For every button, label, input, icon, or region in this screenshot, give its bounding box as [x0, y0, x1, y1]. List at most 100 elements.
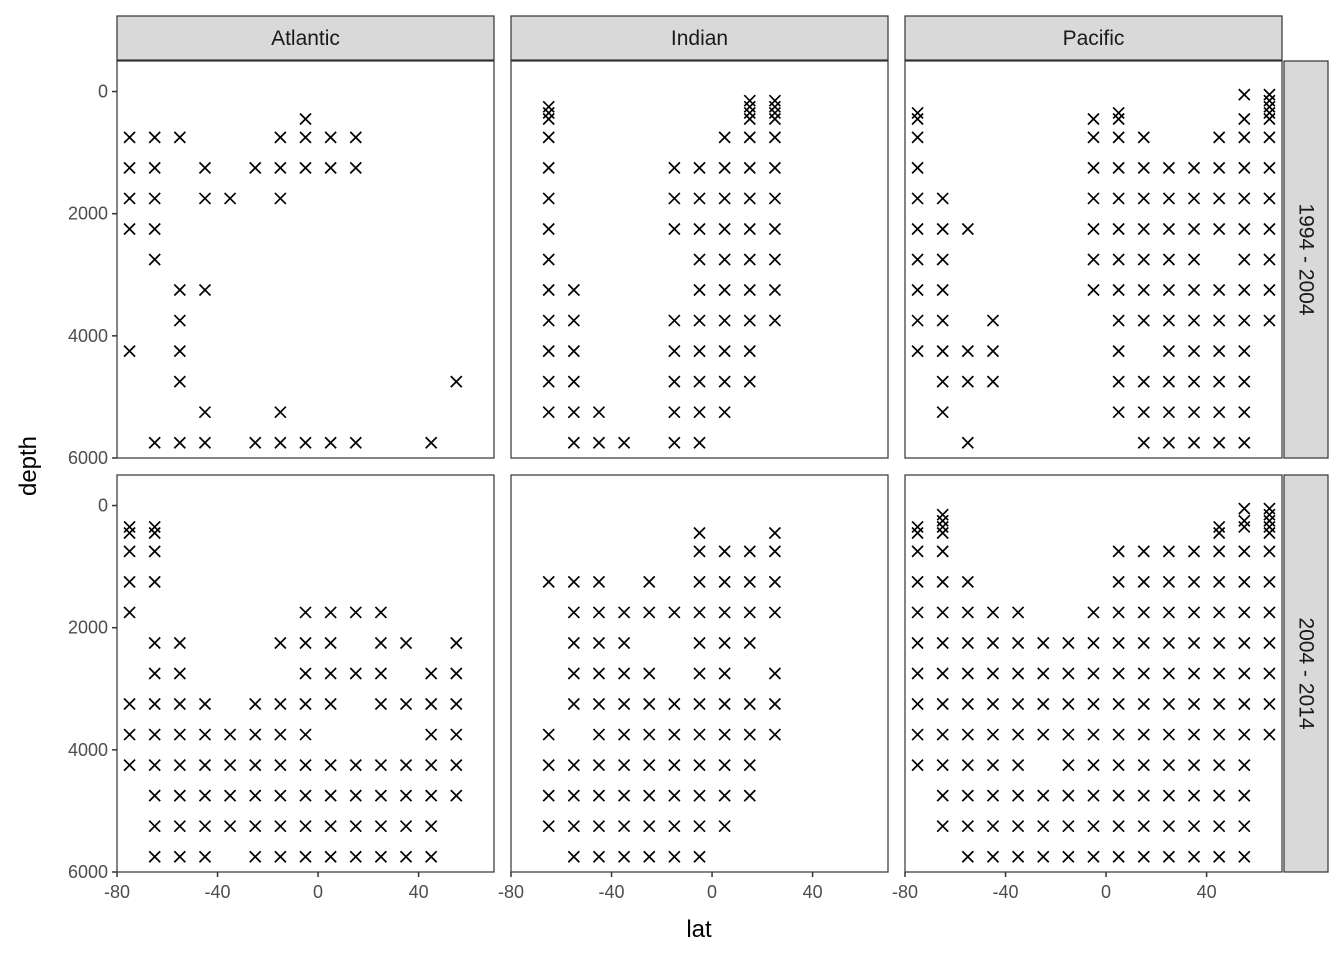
data-point — [425, 697, 438, 711]
data-point — [1238, 192, 1251, 205]
data-point — [986, 759, 1000, 772]
data-point — [274, 759, 287, 772]
data-point — [1162, 697, 1176, 711]
data-point — [1037, 850, 1050, 863]
data-point — [986, 728, 1000, 741]
data-point — [542, 283, 555, 297]
data-point — [643, 850, 656, 863]
data-point — [743, 345, 756, 358]
data-point — [567, 606, 580, 619]
data-point — [425, 820, 438, 833]
data-point — [743, 131, 756, 144]
panel — [116, 60, 495, 459]
data-point — [1238, 697, 1251, 711]
column-strips: Atlantic Indian Pacific — [116, 15, 1283, 61]
data-point — [542, 728, 555, 741]
data-point — [399, 789, 413, 802]
data-point — [567, 789, 580, 802]
data-point — [198, 283, 212, 297]
data-point — [374, 850, 388, 863]
data-point — [425, 667, 438, 680]
data-point — [450, 667, 463, 680]
x-tick-label: -40 — [993, 882, 1019, 902]
y-tick-label: 6000 — [68, 448, 108, 468]
data-point — [986, 375, 1000, 388]
data-point — [274, 697, 287, 711]
data-point — [617, 667, 631, 680]
data-point — [1112, 222, 1125, 236]
data-point — [1187, 345, 1201, 358]
data-point — [1087, 222, 1100, 236]
data-point — [173, 375, 186, 388]
data-point — [668, 606, 681, 619]
data-point — [1137, 697, 1150, 711]
data-point — [1263, 526, 1276, 540]
data-point — [1112, 161, 1125, 174]
data-point — [986, 636, 1000, 650]
data-point — [274, 789, 287, 802]
data-point — [148, 545, 161, 558]
data-point — [1213, 406, 1226, 419]
data-point — [1238, 345, 1251, 358]
data-point — [911, 697, 924, 711]
data-point — [936, 508, 949, 521]
column-strip-label: Indian — [671, 27, 728, 50]
data-point — [1238, 850, 1251, 863]
data-point — [1213, 759, 1226, 772]
data-point — [1187, 436, 1201, 449]
data-point — [936, 526, 949, 540]
row-strip-label: 1994 - 2004 — [1295, 203, 1318, 315]
data-point — [1087, 131, 1100, 144]
data-point — [299, 667, 312, 680]
data-point — [617, 789, 631, 802]
data-point — [399, 759, 413, 772]
panels — [116, 60, 1283, 873]
data-point — [1037, 789, 1050, 802]
data-point — [123, 545, 136, 558]
data-point — [1112, 789, 1125, 802]
data-point — [986, 345, 1000, 358]
data-point — [1137, 545, 1150, 558]
data-point — [1263, 508, 1276, 521]
data-point — [743, 283, 756, 297]
data-point — [643, 606, 656, 619]
data-point — [1238, 88, 1251, 101]
data-point — [718, 375, 731, 388]
data-point — [249, 759, 262, 772]
y-tick-label: 4000 — [68, 326, 108, 346]
row-strip — [1283, 474, 1329, 873]
data-point — [961, 728, 974, 741]
data-point — [1263, 88, 1276, 101]
data-point — [693, 606, 706, 619]
data-point — [693, 192, 706, 205]
data-point — [643, 667, 656, 680]
data-point — [668, 850, 681, 863]
data-point — [768, 728, 782, 741]
data-point — [911, 728, 924, 741]
data-point — [718, 728, 731, 741]
panel — [904, 474, 1283, 873]
data-point — [198, 436, 212, 449]
data-point — [1263, 192, 1276, 205]
data-point — [1238, 520, 1251, 534]
data-point — [1263, 161, 1276, 174]
row-strips: 1994 - 2004 2004 - 2014 — [1283, 60, 1329, 873]
data-point — [1263, 314, 1276, 327]
data-point — [1062, 789, 1075, 802]
data-point — [1162, 192, 1176, 205]
data-point — [1187, 697, 1201, 711]
data-point — [743, 192, 756, 205]
data-point — [668, 789, 681, 802]
data-point — [961, 789, 974, 802]
data-point — [249, 728, 262, 741]
column-strip-label: Pacific — [1063, 27, 1125, 50]
data-point — [961, 636, 974, 650]
data-point — [1238, 222, 1251, 236]
data-point — [743, 606, 756, 619]
data-point — [1162, 345, 1176, 358]
data-point — [1137, 636, 1150, 650]
data-point — [668, 345, 681, 358]
data-point — [1213, 283, 1226, 297]
data-point — [643, 697, 656, 711]
data-point — [1137, 850, 1150, 863]
